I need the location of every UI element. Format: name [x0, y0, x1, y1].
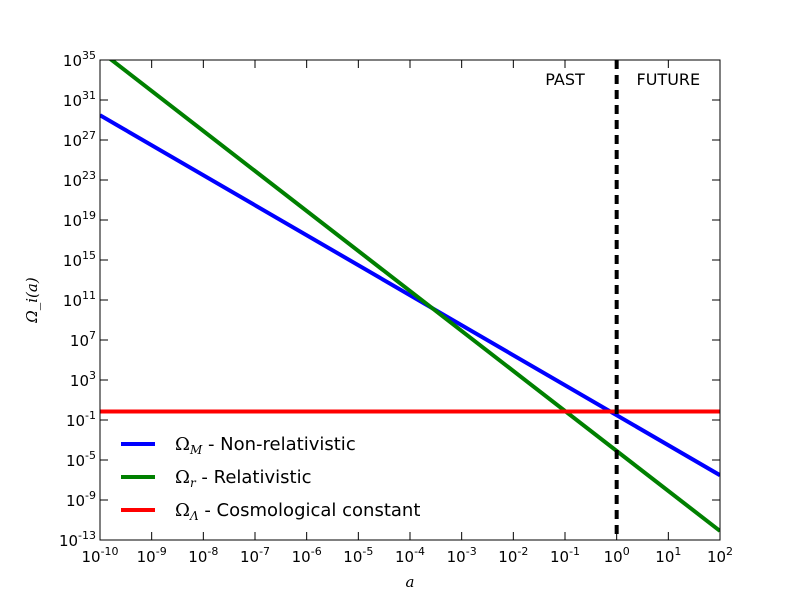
x-tick-label: 101	[655, 545, 681, 566]
x-tick-label: 10-3	[447, 545, 477, 566]
x-tick-label: 10-1	[550, 545, 580, 566]
y-tick-label: 10-1	[66, 409, 96, 430]
y-tick-label: 1031	[63, 89, 96, 110]
y-tick-label: 1011	[63, 289, 96, 310]
x-tick-label: 10-8	[188, 545, 218, 566]
x-tick-label: 10-5	[343, 545, 373, 566]
x-tick-label: 10-2	[498, 545, 528, 566]
y-tick-label: 1015	[63, 249, 96, 270]
legend-entry-M: ΩM - Non-relativistic	[175, 434, 356, 457]
x-tick-label: 10-7	[240, 545, 270, 566]
y-tick-label: 1023	[63, 169, 96, 190]
legend: ΩM - Non-relativistic Ωr - Relativistic ΩΛ…	[121, 434, 420, 523]
plot-frame	[99, 59, 721, 541]
x-tick-label: 10-10	[81, 545, 118, 566]
x-tick-label: 10-6	[292, 545, 322, 566]
y-tick-label: 107	[70, 329, 96, 350]
series-line-r	[108, 60, 720, 533]
x-tick-label: 102	[707, 545, 733, 566]
y-tick-label: 1035	[63, 49, 96, 70]
x-axis-label: a	[406, 573, 415, 591]
y-axis-label: Ω_i(a)	[23, 277, 41, 324]
series-line-M	[100, 113, 720, 477]
x-tick-label: 100	[604, 545, 630, 566]
y-tick-label: 10-13	[59, 529, 96, 550]
x-tick-label: 10-4	[395, 545, 425, 566]
y-tick-label: 1019	[63, 209, 96, 230]
y-tick-label: 1027	[63, 129, 96, 150]
x-tick-label: 10-9	[137, 545, 167, 566]
legend-entry-Λ: ΩΛ - Cosmological constant	[175, 500, 420, 523]
region-label-past: PAST	[545, 70, 585, 89]
legend-entry-r: Ωr - Relativistic	[175, 467, 311, 490]
y-tick-label: 103	[70, 369, 96, 390]
y-tick-label: 10-5	[66, 449, 96, 470]
region-label-future: FUTURE	[637, 70, 701, 89]
y-tick-label: 10-9	[66, 489, 96, 510]
